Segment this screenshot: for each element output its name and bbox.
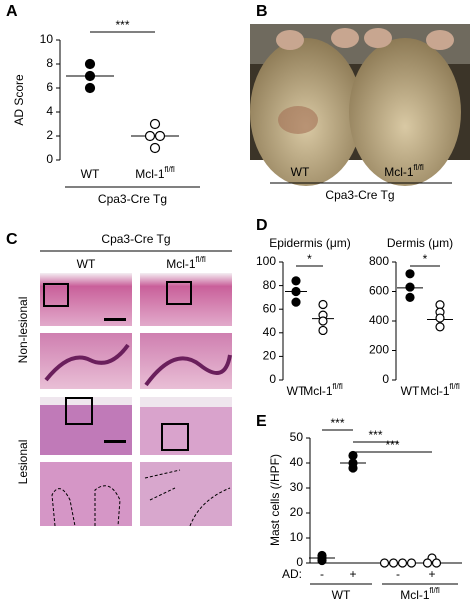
y-tick-label: 0 xyxy=(296,555,303,569)
data-point xyxy=(318,325,328,336)
significance-label: *** xyxy=(368,428,382,442)
x-tick-label: Mcl-1fl/fl xyxy=(303,382,343,398)
panel-label: B xyxy=(256,3,268,20)
y-tick-label: 30 xyxy=(290,480,304,494)
y-tick-label: 2 xyxy=(46,128,53,142)
data-point xyxy=(318,316,328,326)
row-label: Lesional xyxy=(16,440,30,485)
y-tick-label: 4 xyxy=(46,104,53,118)
data-point xyxy=(422,558,433,568)
y-tick-label: 800 xyxy=(369,254,389,268)
data-point xyxy=(435,322,445,332)
data-point xyxy=(397,558,408,568)
y-tick-label: 80 xyxy=(263,278,277,292)
y-tick-label: 600 xyxy=(369,284,389,298)
significance-label: * xyxy=(423,252,428,266)
panel-label: D xyxy=(256,217,268,234)
data-point xyxy=(318,299,328,310)
y-tick-label: 0 xyxy=(269,372,276,386)
data-point xyxy=(291,286,301,297)
chart-title: Epidermis (μm) xyxy=(269,236,351,250)
x-tick-label: Mcl-1fl/fl xyxy=(420,382,460,398)
significance-label: *** xyxy=(330,416,344,430)
data-point xyxy=(149,142,161,154)
x-tick-label: - xyxy=(320,567,324,581)
x-tick-label: WT xyxy=(287,384,306,398)
y-tick-label: 40 xyxy=(290,455,304,469)
significance-label: *** xyxy=(115,18,129,32)
data-point xyxy=(405,269,415,279)
x-tick-label: - xyxy=(396,567,400,581)
x-tick-label: WT xyxy=(401,384,420,398)
y-tick-label: 100 xyxy=(256,254,276,268)
x-tick-label: Mcl-1fl/fl xyxy=(135,165,175,181)
data-point xyxy=(431,558,442,568)
y-tick-label: 60 xyxy=(263,301,277,315)
group-label: Cpa3-Cre Tg xyxy=(98,192,167,206)
significance-label: *** xyxy=(385,438,399,452)
data-point xyxy=(84,58,96,70)
y-tick-label: 0 xyxy=(46,152,53,166)
y-axis-label: AD Score xyxy=(12,74,26,126)
data-point xyxy=(388,558,399,568)
panel-label: C xyxy=(6,231,18,248)
data-point xyxy=(435,313,445,323)
data-point xyxy=(317,555,327,566)
data-point xyxy=(406,558,417,568)
data-point xyxy=(149,118,161,130)
column-label: WT xyxy=(291,165,310,179)
y-tick-label: 40 xyxy=(263,325,277,339)
group-label: Mcl-1fl/fl xyxy=(400,586,440,602)
data-point xyxy=(154,130,166,142)
y-axis-label: Mast cells (/HPF) xyxy=(268,454,282,546)
row-label: Non-lesional xyxy=(16,297,30,364)
x-tick-label: + xyxy=(349,567,356,581)
y-tick-label: 200 xyxy=(369,343,389,357)
x-tick-label: WT xyxy=(81,167,100,181)
data-point xyxy=(405,282,415,292)
y-tick-label: 0 xyxy=(382,372,389,386)
mouse-photo xyxy=(250,24,470,186)
x-prefix: AD: xyxy=(282,567,302,581)
column-label: Mcl-1fl/fl xyxy=(166,255,206,271)
panel-label: A xyxy=(6,3,18,20)
group-label: WT xyxy=(332,588,351,602)
x-tick-label: + xyxy=(428,567,435,581)
data-point xyxy=(291,297,301,307)
significance-label: * xyxy=(307,252,312,266)
y-tick-label: 400 xyxy=(369,313,389,327)
data-point xyxy=(144,130,156,142)
y-tick-label: 8 xyxy=(46,56,53,70)
y-tick-label: 6 xyxy=(46,80,53,94)
y-tick-label: 50 xyxy=(290,430,304,444)
y-tick-label: 10 xyxy=(40,32,54,46)
group-label: Cpa3-Cre Tg xyxy=(101,232,170,246)
data-point xyxy=(379,558,390,568)
group-label: Cpa3-Cre Tg xyxy=(325,188,394,202)
y-tick-label: 20 xyxy=(290,505,304,519)
y-tick-label: 10 xyxy=(290,530,304,544)
data-point xyxy=(405,292,415,302)
histology-images xyxy=(40,273,232,527)
data-point xyxy=(291,276,301,286)
y-tick-label: 20 xyxy=(263,349,277,363)
data-point xyxy=(84,70,96,82)
data-point xyxy=(84,82,96,94)
column-label: Mcl-1fl/fl xyxy=(384,163,424,179)
panel-label: E xyxy=(256,413,267,430)
column-label: WT xyxy=(77,257,96,271)
data-point xyxy=(348,463,358,473)
chart-title: Dermis (μm) xyxy=(387,236,453,250)
data-point xyxy=(348,450,358,461)
